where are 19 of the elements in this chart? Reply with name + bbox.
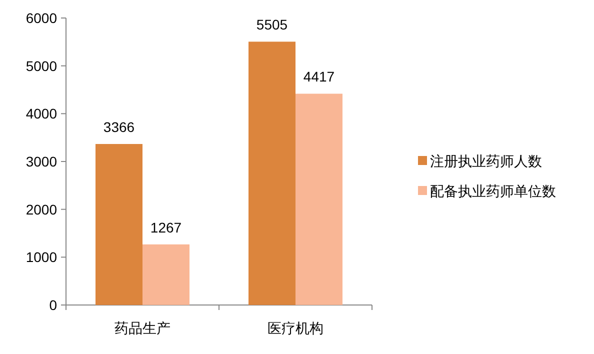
data-label: 3366 (103, 118, 135, 135)
legend-label: 配备执业药师单位数 (430, 183, 556, 199)
bar (96, 144, 142, 305)
y-tick-label: 0 (49, 297, 58, 313)
y-tick-label: 2000 (26, 201, 58, 218)
data-label: 1267 (150, 219, 182, 236)
x-tick-label: 药品生产 (114, 320, 170, 336)
y-tick-label: 4000 (26, 106, 58, 122)
legend-label: 注册执业药师人数 (430, 153, 542, 169)
y-tick-label: 5000 (26, 58, 58, 74)
x-tick-label: 医疗机构 (268, 320, 324, 336)
y-tick-label: 3000 (26, 154, 58, 170)
bar (142, 244, 190, 305)
data-label: 4417 (303, 68, 335, 85)
bar (296, 94, 342, 305)
y-tick-label: 6000 (26, 10, 58, 26)
y-tick-label: 1000 (26, 249, 58, 266)
bar (248, 42, 296, 305)
data-label: 5505 (256, 16, 288, 33)
